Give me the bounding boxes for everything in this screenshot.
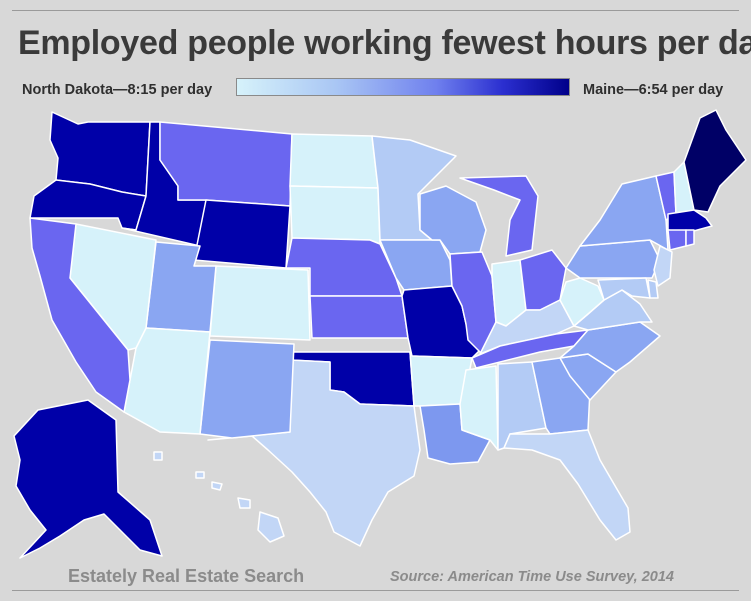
state-hawaii-maui — [237, 497, 251, 509]
state-new-mexico — [199, 339, 295, 439]
state-hawaii-kauai — [195, 471, 205, 479]
state-wyoming — [193, 199, 291, 269]
map-title: Employed people working fewest hours per… — [18, 24, 751, 62]
state-massachusetts — [667, 209, 713, 233]
state-michigan — [459, 175, 539, 257]
legend-high-label: Maine—6:54 per day — [583, 82, 724, 98]
state-rhode-island — [685, 229, 695, 247]
state-colorado — [209, 265, 311, 341]
state-north-dakota — [289, 133, 379, 189]
state-south-dakota — [289, 185, 381, 245]
state-maryland — [597, 277, 651, 301]
state-alaska — [13, 399, 163, 559]
source-footer: Source: American Time Use Survey, 2014 — [390, 569, 674, 585]
state-hawaii-big-island — [257, 511, 285, 543]
state-florida — [503, 429, 631, 541]
state-new-jersey — [653, 245, 673, 287]
state-mississippi — [459, 365, 499, 451]
us-choropleth-map — [13, 109, 747, 559]
legend-color-scale — [236, 78, 570, 96]
brand-footer: Estately Real Estate Search — [68, 566, 305, 586]
state-kansas — [309, 295, 409, 339]
state-maine — [683, 109, 747, 213]
state-california — [29, 217, 131, 413]
state-montana — [159, 121, 293, 207]
state-new-york — [579, 175, 669, 251]
state-hawaii-islet — [153, 451, 163, 461]
bottom-rule — [12, 590, 739, 591]
state-illinois — [449, 251, 497, 355]
state-arizona — [123, 327, 211, 435]
state-hawaii-oahu — [211, 481, 223, 491]
state-connecticut — [667, 229, 687, 251]
state-texas — [207, 359, 421, 547]
top-rule — [12, 10, 739, 11]
state-west-virginia — [559, 277, 605, 327]
legend-low-label: North Dakota—8:15 per day — [22, 82, 213, 98]
